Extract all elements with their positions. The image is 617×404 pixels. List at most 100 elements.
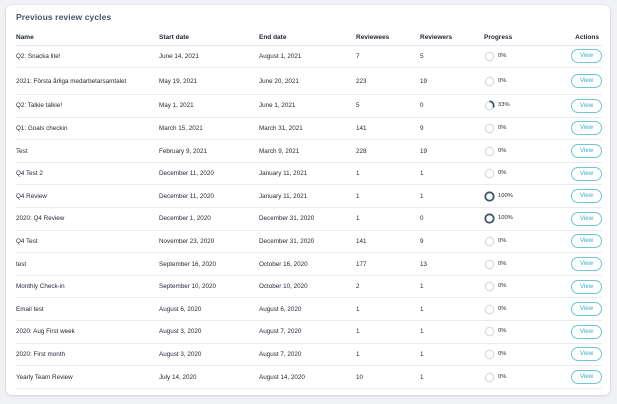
cell-reviewees: 141 [356, 230, 420, 254]
progress-ring-icon [484, 146, 495, 156]
view-button[interactable]: View [571, 370, 602, 385]
cell-progress: 100% [484, 184, 550, 209]
table-body: Q2: Snacka lite! June 14, 2021 August 1, 2… [16, 45, 602, 389]
cell-actions: View [550, 94, 602, 118]
table-row[interactable]: Monthly Check-in September 10, 2020 Octobe… [16, 275, 602, 299]
table-row[interactable]: test September 16, 2020 October 16, 2020 17… [16, 252, 602, 276]
progress-indicator: 100% [484, 191, 550, 202]
view-button[interactable]: View [571, 234, 602, 249]
cell-actions: View [550, 275, 602, 299]
cell-reviewees: 228 [356, 139, 420, 163]
progress-percent: 100% [498, 192, 513, 199]
cell-reviewees: 1 [356, 297, 420, 322]
cell-name: Q2: Talkie talkie! [16, 94, 159, 118]
cell-progress: 0% [484, 252, 550, 276]
progress-indicator: 100% [484, 213, 550, 224]
cell-reviewers: 1 [420, 297, 484, 322]
table-row[interactable]: Q4 Test 2 December 11, 2020 January 11, 20… [16, 162, 602, 186]
cell-start-date: July 14, 2020 [159, 365, 259, 389]
cell-progress: 0% [484, 45, 550, 69]
cell-name: Q4 Review [16, 184, 159, 209]
table-row[interactable]: Q4 Review December 11, 2020 January 11, 20… [16, 184, 602, 209]
progress-ring-icon [484, 281, 495, 292]
progress-ring-icon [484, 372, 495, 382]
progress-percent: 0% [498, 170, 507, 177]
cell-progress: 0% [484, 365, 550, 389]
cell-actions: View [550, 297, 602, 322]
cell-reviewees: 1 [356, 343, 420, 367]
progress-indicator: 0% [484, 236, 550, 247]
table-row[interactable]: Yearly Team Review July 14, 2020 August 14… [16, 365, 602, 389]
view-button[interactable]: View [571, 189, 602, 204]
progress-ring-icon [484, 100, 495, 111]
cell-name: 2020: Q4 Review [16, 207, 159, 231]
cell-progress: 0% [484, 297, 550, 322]
cell-actions: View [550, 207, 602, 231]
view-button[interactable]: View [571, 74, 602, 89]
view-button[interactable]: View [571, 324, 602, 339]
view-button[interactable]: View [571, 257, 602, 272]
view-button[interactable]: View [571, 144, 602, 159]
cell-start-date: December 11, 2020 [159, 162, 259, 186]
progress-ring-icon [484, 191, 495, 202]
cell-start-date: March 15, 2021 [159, 117, 259, 141]
table-row[interactable]: 2021: Första årliga medarbetarsamtalet Ma… [16, 67, 602, 96]
view-button[interactable]: View [571, 347, 602, 362]
cell-reviewers: 19 [420, 139, 484, 163]
cell-reviewers: 9 [420, 230, 484, 254]
table-row[interactable]: Q4 Test November 23, 2020 December 31, 202… [16, 230, 602, 254]
column-header-start-date: Start date [159, 32, 259, 46]
table-row[interactable]: Q2: Snacka lite! June 14, 2021 August 1, 2… [16, 45, 602, 69]
cell-actions: View [550, 230, 602, 254]
table-row[interactable]: 2020: First month August 3, 2020 August 7,… [16, 343, 602, 367]
cell-reviewers: 1 [420, 275, 484, 299]
progress-percent: 0% [498, 328, 507, 335]
cell-end-date: October 10, 2020 [259, 275, 356, 299]
cell-actions: View [550, 139, 602, 163]
progress-indicator: 0% [484, 76, 550, 87]
cell-start-date: December 1, 2020 [159, 207, 259, 231]
cell-end-date: December 31, 2020 [259, 207, 356, 231]
cell-actions: View [550, 343, 602, 367]
progress-percent: 0% [498, 237, 507, 244]
table-row[interactable]: Q2: Talkie talkie! May 1, 2021 June 1, 202… [16, 94, 602, 118]
cell-reviewees: 1 [356, 162, 420, 186]
column-header-end-date: End date [259, 32, 356, 46]
cell-end-date: December 31, 2020 [259, 230, 356, 254]
table-row[interactable]: Test February 9, 2021 March 9, 2021 228 19 0%… [16, 139, 602, 163]
cell-name: Test [16, 139, 159, 163]
view-button[interactable]: View [571, 211, 602, 226]
view-button[interactable]: View [571, 166, 602, 181]
cell-start-date: August 6, 2020 [159, 297, 259, 322]
progress-indicator: 0% [484, 281, 550, 292]
review-cycles-card: Previous review cycles Name Start date E… [6, 5, 610, 395]
cell-actions: View [550, 45, 602, 69]
cell-progress: 0% [484, 275, 550, 299]
cell-end-date: October 16, 2020 [259, 252, 356, 276]
cell-name: Q2: Snacka lite! [16, 45, 159, 69]
progress-percent: 0% [498, 350, 507, 357]
table-row[interactable]: 2020: Aug First week August 3, 2020 August… [16, 320, 602, 344]
table-row[interactable]: Email test August 6, 2020 August 6, 2020 1 1… [16, 297, 602, 322]
progress-ring-icon [484, 349, 495, 360]
table-row[interactable]: Q1: Goals checkin March 15, 2021 March 31,… [16, 117, 602, 141]
cell-reviewers: 1 [420, 162, 484, 186]
cell-progress: 33% [484, 94, 550, 118]
column-header-name: Name [16, 32, 159, 46]
cell-reviewers: 0 [420, 207, 484, 231]
table-row[interactable]: 2020: Q4 Review December 1, 2020 December … [16, 207, 602, 231]
view-button[interactable]: View [571, 49, 602, 64]
view-button[interactable]: View [571, 98, 602, 113]
cell-start-date: August 3, 2020 [159, 320, 259, 344]
cell-actions: View [550, 252, 602, 276]
progress-indicator: 0% [484, 259, 550, 270]
cell-start-date: December 11, 2020 [159, 184, 259, 209]
view-button[interactable]: View [571, 121, 602, 136]
progress-percent: 0% [498, 260, 507, 267]
cell-reviewees: 177 [356, 252, 420, 276]
cell-start-date: June 14, 2021 [159, 45, 259, 69]
view-button[interactable]: View [571, 279, 602, 294]
progress-indicator: 0% [484, 51, 550, 62]
view-button[interactable]: View [571, 302, 602, 317]
cell-name: 2020: First month [16, 343, 159, 367]
